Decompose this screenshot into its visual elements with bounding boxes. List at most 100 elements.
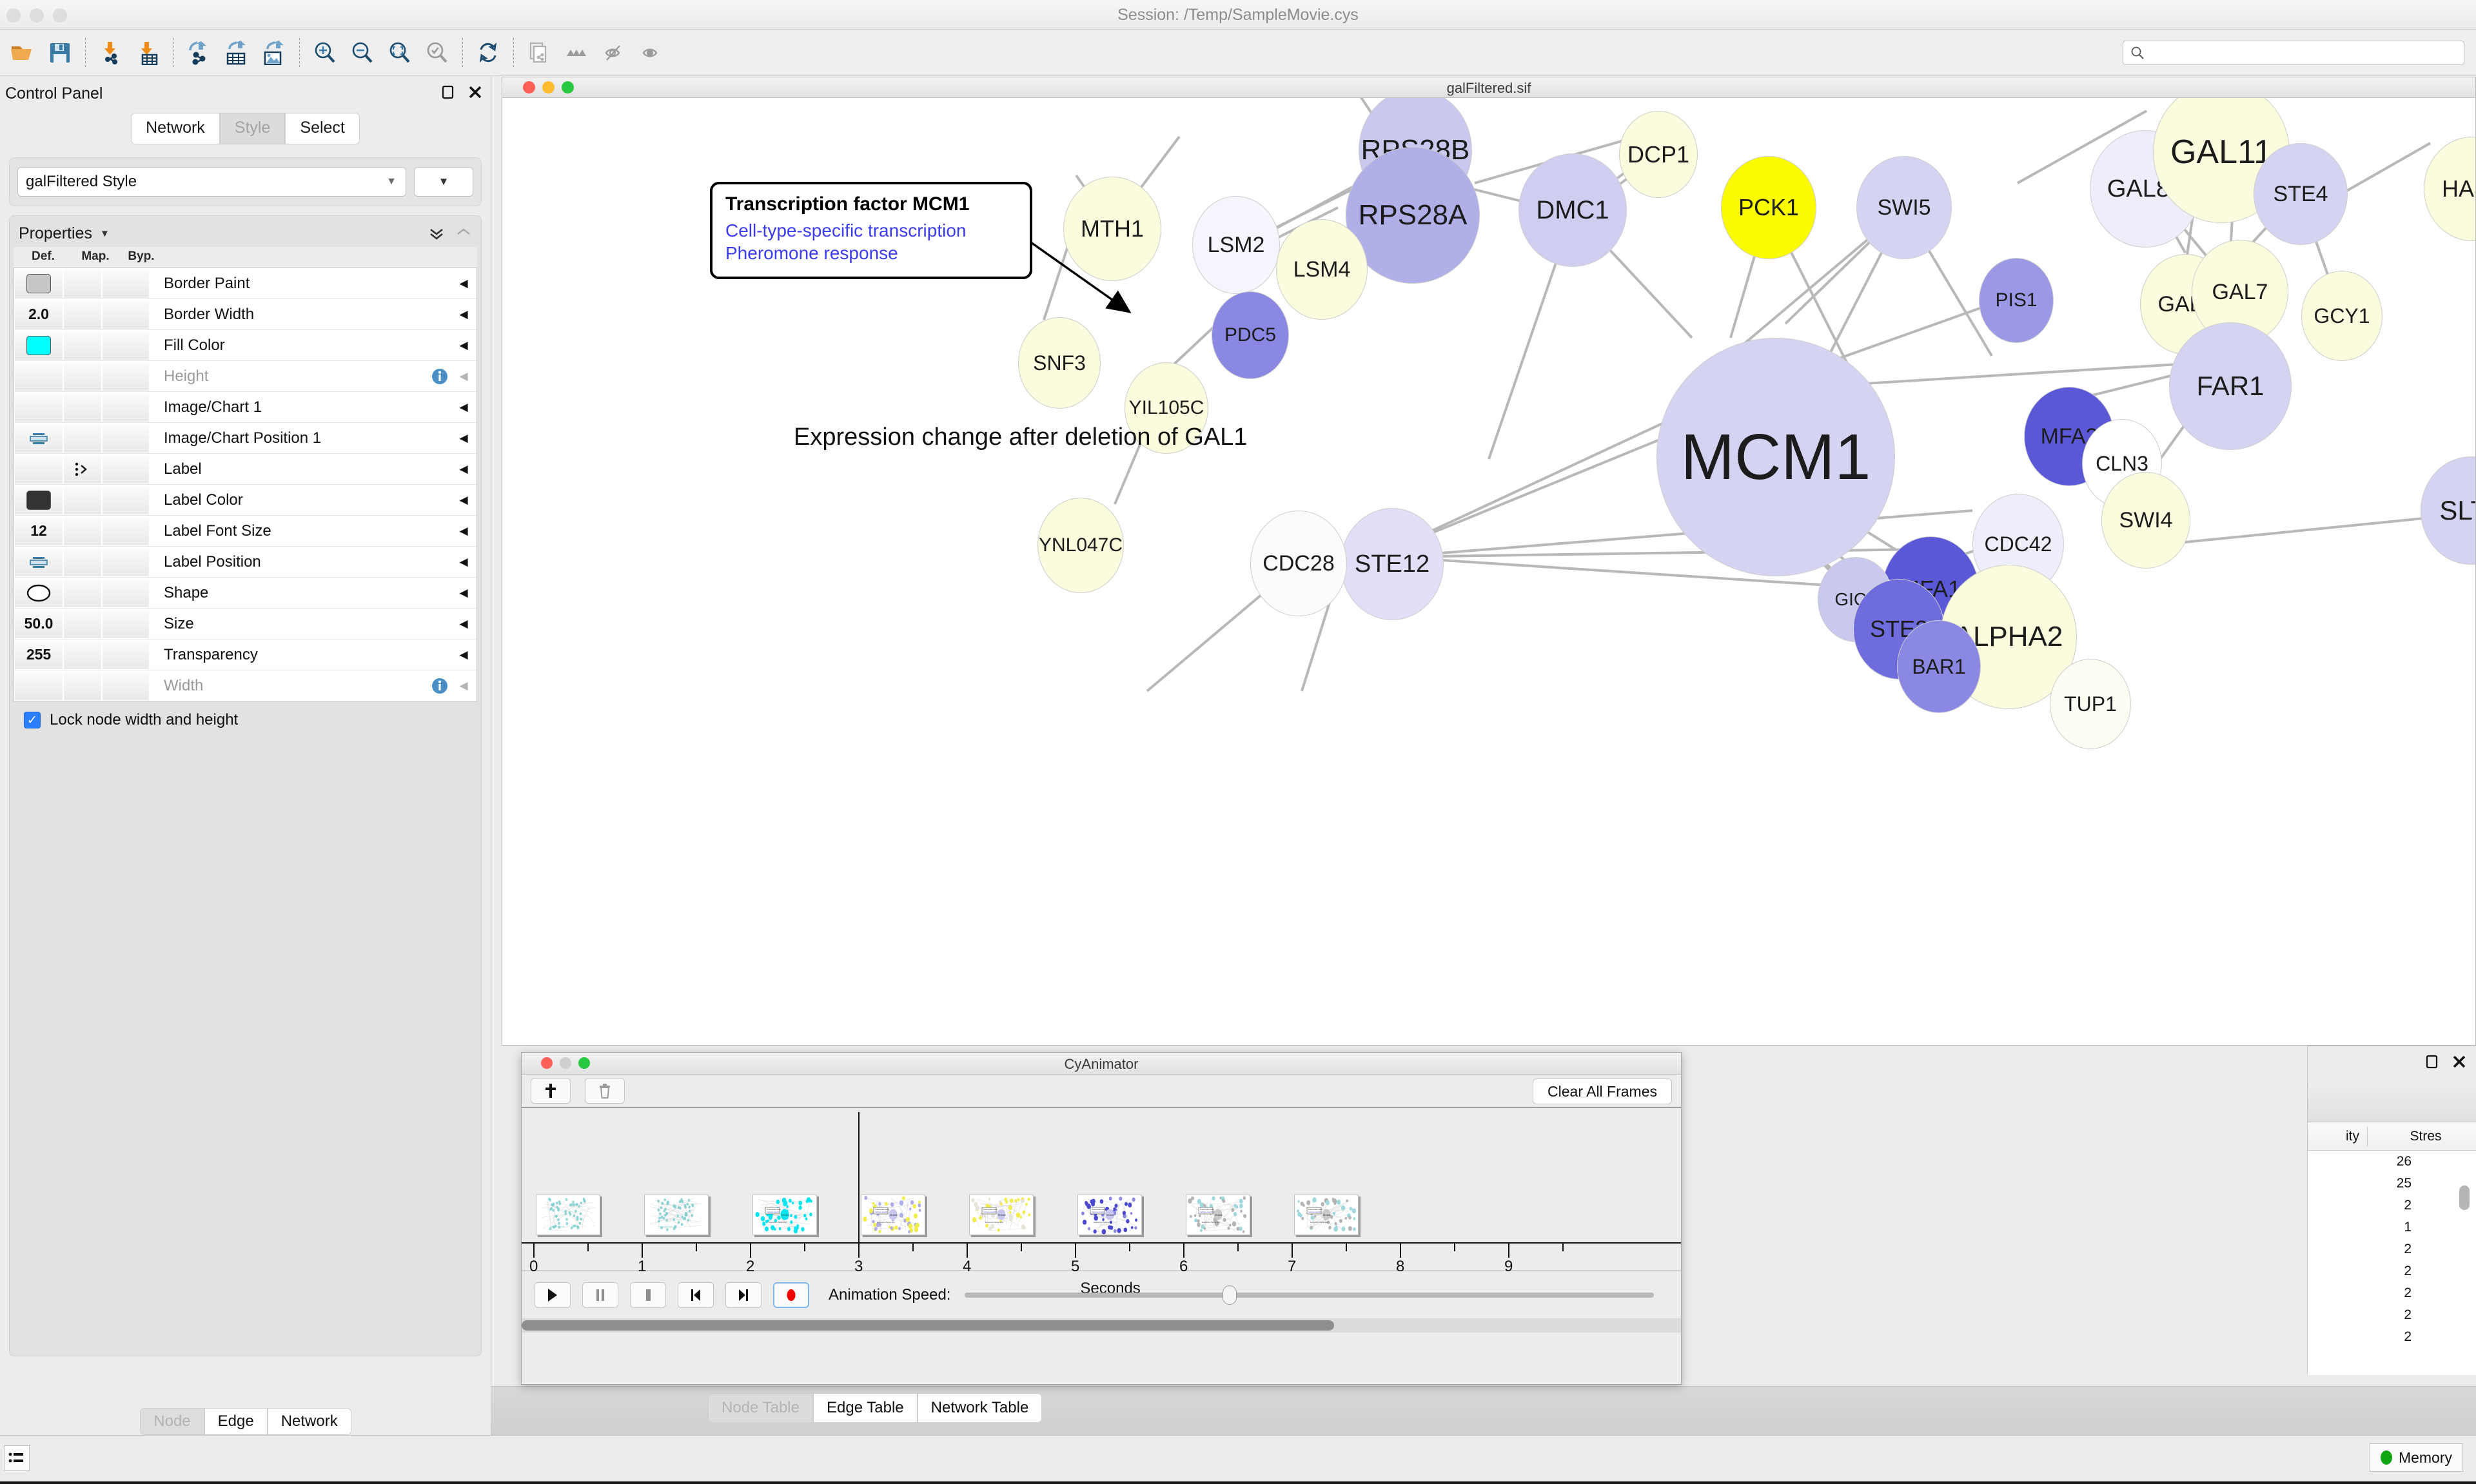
frame-thumbnail[interactable]: MCM1 Transcription factor Cell-type-specif… — [752, 1195, 817, 1235]
cyanimator-timeline[interactable]: Transcription Transcription MCM1 Transcript… — [522, 1108, 1681, 1297]
table-cell[interactable]: 1 — [2404, 1220, 2412, 1235]
property-default-cell[interactable] — [15, 672, 63, 700]
record-button[interactable] — [773, 1282, 809, 1308]
property-default-cell[interactable] — [15, 547, 63, 576]
network-node[interactable]: DCP1 — [1619, 111, 1698, 198]
property-default-cell[interactable]: 50.0 — [15, 609, 63, 638]
tab-node[interactable]: Node — [140, 1408, 204, 1435]
property-row[interactable]: 50.0 Size ◀ — [14, 609, 477, 639]
network-node[interactable]: LSM4 — [1276, 219, 1368, 320]
table-cell[interactable]: 25 — [2396, 1176, 2412, 1191]
zoom-fit-icon[interactable] — [381, 34, 418, 72]
property-bypass-cell[interactable] — [103, 609, 149, 638]
property-bypass-cell[interactable] — [103, 331, 149, 360]
property-expand-arrow-icon[interactable]: ◀ — [459, 338, 468, 351]
property-mapping-cell[interactable] — [64, 362, 101, 391]
property-bypass-cell[interactable] — [103, 640, 149, 669]
property-row[interactable]: Height ◀ — [14, 361, 477, 392]
property-expand-arrow-icon[interactable]: ◀ — [459, 679, 468, 692]
network-node[interactable]: YNL047C — [1037, 498, 1124, 593]
property-default-cell[interactable] — [15, 362, 63, 391]
lock-node-size-checkbox[interactable]: ✓ — [24, 712, 41, 728]
zoom-in-icon[interactable] — [306, 34, 344, 72]
network-node[interactable]: FAR1 — [2169, 322, 2292, 450]
skip-end-button[interactable] — [725, 1282, 761, 1308]
import-table-icon[interactable] — [130, 34, 167, 72]
table-cell[interactable]: 2 — [2404, 1307, 2412, 1322]
property-row[interactable]: Shape ◀ — [14, 578, 477, 609]
minimize-cyanimator-button[interactable] — [560, 1057, 571, 1069]
property-mapping-cell[interactable] — [64, 393, 101, 422]
frame-thumbnail[interactable]: MCM1 Transcription factor Cell-type-specif… — [861, 1195, 925, 1235]
property-row[interactable]: 255 Transparency ◀ — [14, 639, 477, 670]
table-cell[interactable]: 2 — [2404, 1198, 2412, 1213]
style-options-menu-button[interactable]: ▼ — [414, 167, 473, 197]
property-default-cell[interactable] — [15, 269, 63, 298]
network-node[interactable]: PIS1 — [1979, 258, 2054, 343]
close-cyanimator-button[interactable] — [541, 1057, 553, 1069]
animation-speed-slider[interactable] — [965, 1285, 1654, 1305]
property-row[interactable]: Width ◀ — [14, 670, 477, 701]
property-bypass-cell[interactable] — [103, 547, 149, 576]
table-cell[interactable]: 26 — [2396, 1154, 2412, 1169]
collapse-all-icon[interactable] — [455, 225, 472, 242]
cyanimator-horizontal-scrollbar[interactable] — [522, 1318, 1681, 1333]
network-node[interactable]: YIL105C — [1125, 362, 1208, 454]
property-row[interactable]: Fill Color ◀ — [14, 330, 477, 361]
style-select[interactable]: galFiltered Style ▼ — [17, 167, 406, 197]
info-icon[interactable] — [429, 677, 451, 695]
tab-network[interactable]: Network — [131, 113, 220, 144]
timeline-playhead[interactable] — [858, 1112, 860, 1244]
clear-all-frames-button[interactable]: Clear All Frames — [1533, 1079, 1672, 1104]
property-mapping-cell[interactable] — [64, 547, 101, 576]
property-mapping-cell[interactable] — [64, 672, 101, 700]
property-mapping-cell[interactable] — [64, 516, 101, 545]
network-edge[interactable] — [1301, 587, 1335, 692]
property-mapping-cell[interactable] — [64, 331, 101, 360]
close-icon[interactable] — [467, 84, 483, 100]
property-expand-arrow-icon[interactable]: ◀ — [459, 431, 468, 444]
property-bypass-cell[interactable] — [103, 424, 149, 453]
stop-button[interactable] — [630, 1282, 666, 1308]
network-node[interactable]: CDC28 — [1250, 511, 1347, 616]
frame-thumbnail[interactable]: Transcription — [644, 1195, 709, 1235]
tab-select[interactable]: Select — [285, 113, 360, 144]
table-cell[interactable]: 2 — [2404, 1329, 2412, 1344]
property-row[interactable]: Label Position ◀ — [14, 547, 477, 578]
task-list-icon[interactable] — [4, 1445, 30, 1471]
property-row[interactable]: Label ◀ — [14, 454, 477, 485]
property-bypass-cell[interactable] — [103, 516, 149, 545]
export-table-icon[interactable] — [218, 34, 255, 72]
refresh-icon[interactable] — [469, 34, 507, 72]
property-row[interactable]: Border Paint ◀ — [14, 268, 477, 299]
table-cell[interactable]: 2 — [2404, 1285, 2412, 1300]
info-icon[interactable] — [429, 367, 451, 386]
network-node[interactable]: MTH1 — [1063, 177, 1161, 281]
table-cell[interactable]: 2 — [2404, 1264, 2412, 1278]
import-network-icon[interactable] — [92, 34, 130, 72]
tab-edge-table[interactable]: Edge Table — [812, 1393, 918, 1423]
float-panel-icon[interactable] — [440, 84, 456, 100]
maximize-cyanimator-button[interactable] — [578, 1057, 590, 1069]
chevron-down-icon[interactable]: ▼ — [99, 228, 110, 239]
property-expand-arrow-icon[interactable]: ◀ — [459, 277, 468, 289]
property-row[interactable]: Image/Chart 1 ◀ — [14, 392, 477, 423]
new-network-icon[interactable] — [520, 34, 558, 72]
property-row[interactable]: 2.0 Border Width ◀ — [14, 299, 477, 330]
network-node[interactable]: SWI4 — [2101, 472, 2190, 569]
property-mapping-cell[interactable] — [64, 424, 101, 453]
property-mapping-cell[interactable] — [64, 640, 101, 669]
skip-start-button[interactable] — [678, 1282, 714, 1308]
property-expand-arrow-icon[interactable]: ◀ — [459, 617, 468, 630]
close-network-button[interactable] — [523, 81, 535, 93]
table-scrollbar[interactable] — [2459, 1186, 2470, 1210]
float-panel-icon[interactable] — [2424, 1054, 2440, 1069]
maximize-window-button[interactable] — [53, 8, 67, 23]
property-expand-arrow-icon[interactable]: ◀ — [459, 493, 468, 506]
hide-icon[interactable] — [595, 34, 633, 72]
property-default-cell[interactable] — [15, 331, 63, 360]
close-icon[interactable] — [2451, 1054, 2467, 1069]
network-node[interactable]: DMC1 — [1518, 153, 1627, 267]
minimize-window-button[interactable] — [30, 8, 44, 23]
property-mapping-cell[interactable] — [64, 454, 101, 483]
